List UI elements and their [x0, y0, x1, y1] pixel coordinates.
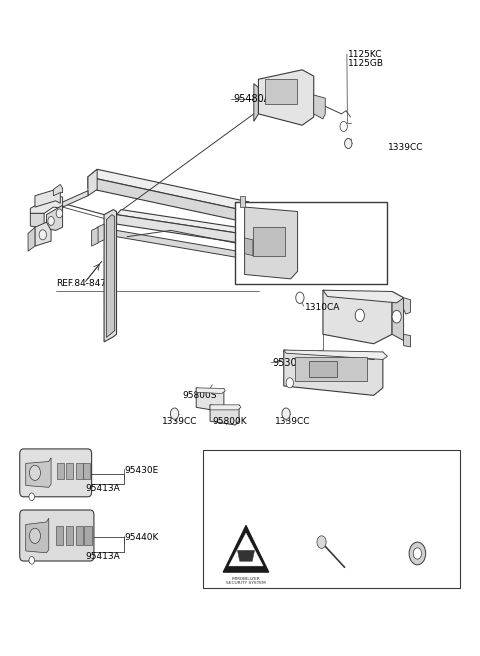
Circle shape [413, 548, 421, 559]
Text: 1129EE: 1129EE [314, 472, 349, 480]
Polygon shape [392, 291, 404, 340]
Circle shape [282, 408, 290, 419]
Text: 95480A: 95480A [233, 94, 270, 104]
FancyBboxPatch shape [20, 449, 92, 497]
Circle shape [29, 528, 40, 543]
Polygon shape [26, 518, 49, 553]
Text: 1338AC: 1338AC [400, 472, 435, 480]
Bar [57, 463, 63, 479]
Polygon shape [35, 222, 51, 246]
Text: 96111A: 96111A [228, 472, 264, 480]
Text: 95430E: 95430E [125, 466, 159, 475]
Polygon shape [30, 195, 62, 213]
Polygon shape [229, 533, 263, 566]
Text: 1339CC: 1339CC [387, 144, 423, 152]
Polygon shape [117, 210, 327, 246]
Bar [84, 463, 90, 479]
Polygon shape [53, 184, 62, 195]
Polygon shape [62, 191, 88, 207]
Polygon shape [240, 195, 245, 207]
Polygon shape [28, 227, 35, 251]
Circle shape [317, 536, 326, 548]
Text: 95413A: 95413A [85, 484, 120, 493]
Polygon shape [97, 224, 104, 243]
Text: 95800K: 95800K [212, 417, 247, 426]
Text: REF.84-847: REF.84-847 [56, 279, 106, 288]
Text: IMMOBILIZER
SECURITY SYSTEM: IMMOBILIZER SECURITY SYSTEM [226, 577, 266, 585]
Polygon shape [30, 213, 44, 227]
Circle shape [409, 542, 426, 565]
Polygon shape [284, 350, 387, 359]
Polygon shape [88, 169, 97, 195]
Circle shape [29, 465, 40, 480]
FancyBboxPatch shape [20, 510, 94, 561]
Polygon shape [88, 177, 240, 221]
Bar [84, 525, 92, 544]
Polygon shape [104, 210, 117, 342]
Polygon shape [88, 169, 249, 210]
Circle shape [29, 556, 35, 564]
Polygon shape [254, 84, 258, 121]
Polygon shape [117, 215, 323, 256]
Polygon shape [210, 405, 241, 410]
Bar [295, 357, 367, 381]
Bar [265, 79, 297, 104]
Text: 95300: 95300 [272, 358, 303, 367]
Bar [66, 525, 73, 544]
Polygon shape [238, 550, 254, 562]
Text: 95440K: 95440K [125, 533, 159, 543]
Bar [66, 463, 73, 479]
Bar [76, 525, 84, 544]
Polygon shape [323, 290, 404, 303]
Circle shape [170, 408, 179, 419]
Text: 1125KC: 1125KC [348, 50, 383, 58]
Polygon shape [323, 290, 392, 344]
Circle shape [39, 230, 47, 240]
Text: 95401D: 95401D [249, 235, 288, 245]
Bar [203, 449, 460, 588]
Polygon shape [26, 458, 51, 487]
Text: 1339CC: 1339CC [162, 417, 197, 426]
Circle shape [286, 378, 293, 388]
Bar [235, 202, 387, 284]
Polygon shape [404, 335, 410, 347]
Text: 95800S: 95800S [182, 391, 217, 400]
Text: 1125GB: 1125GB [348, 59, 384, 68]
Bar [309, 361, 337, 377]
Circle shape [392, 310, 401, 323]
Bar [253, 227, 285, 256]
Polygon shape [47, 205, 62, 230]
Polygon shape [117, 230, 263, 262]
Circle shape [29, 493, 35, 501]
Polygon shape [284, 350, 383, 396]
Polygon shape [92, 227, 98, 246]
Polygon shape [245, 238, 253, 256]
Polygon shape [196, 388, 224, 411]
Polygon shape [245, 207, 298, 279]
Text: 1310CA: 1310CA [304, 302, 340, 312]
Bar [76, 463, 83, 479]
Circle shape [345, 138, 352, 148]
Polygon shape [258, 70, 314, 125]
Polygon shape [210, 405, 239, 425]
Circle shape [355, 309, 364, 321]
Bar [56, 525, 63, 544]
Circle shape [340, 121, 348, 131]
Text: 95413A: 95413A [85, 552, 120, 561]
Polygon shape [107, 215, 115, 337]
Text: 1339CC: 1339CC [275, 417, 310, 426]
Polygon shape [35, 190, 60, 207]
Circle shape [48, 216, 54, 226]
Polygon shape [314, 95, 325, 119]
Circle shape [56, 209, 62, 218]
Polygon shape [223, 525, 269, 572]
Polygon shape [196, 388, 225, 394]
Circle shape [296, 292, 304, 304]
Polygon shape [404, 298, 410, 314]
